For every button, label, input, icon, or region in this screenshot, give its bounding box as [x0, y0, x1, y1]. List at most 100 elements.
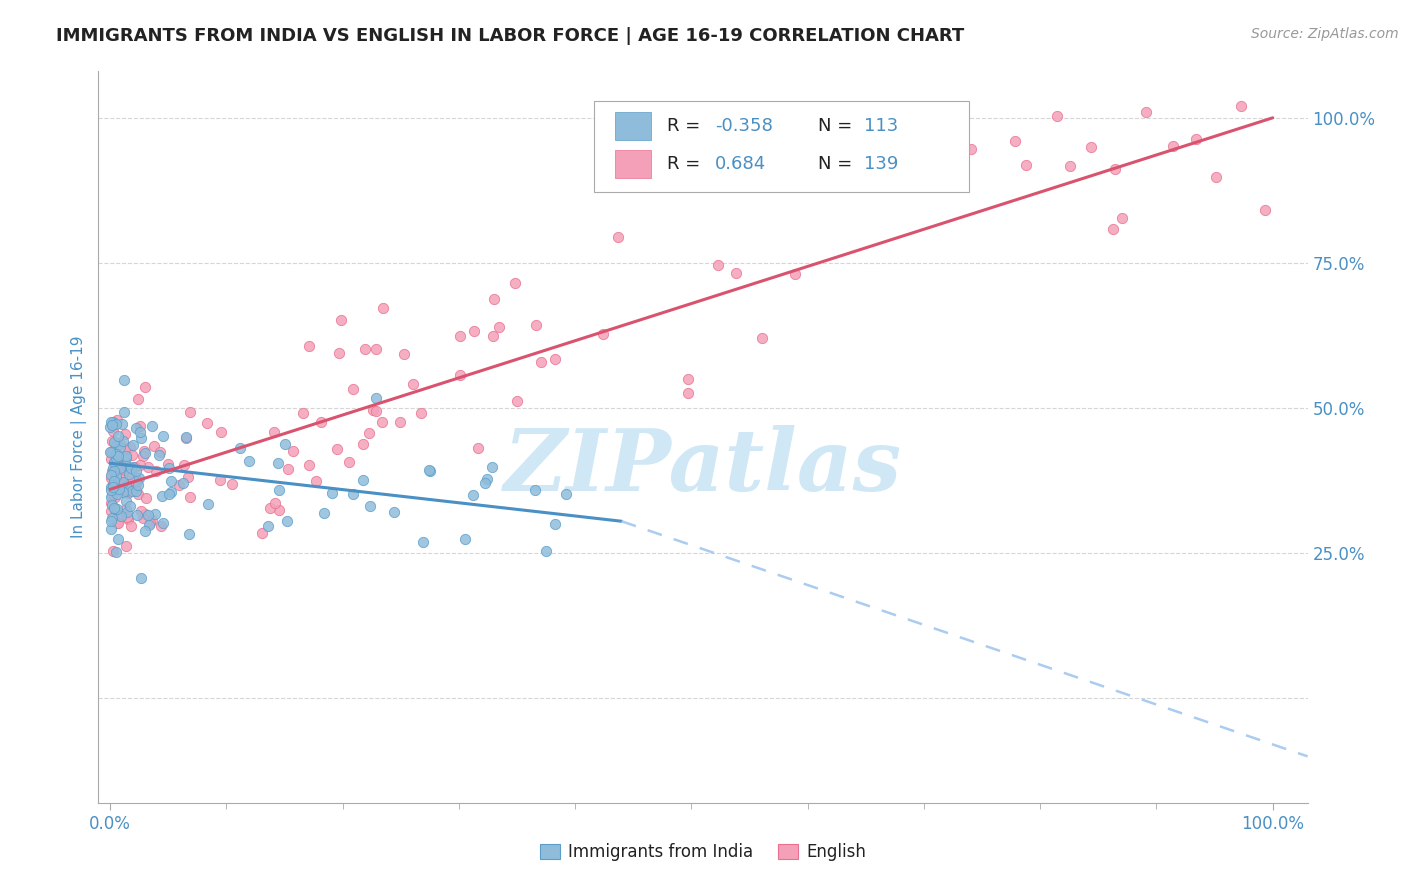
Point [105, 413, 128, 427]
Point [209, 425, 232, 440]
Point [132, 510, 155, 524]
Point [118, 440, 141, 454]
Point [305, 474, 328, 488]
Point [100, 444, 122, 458]
Point [105, 487, 128, 501]
Point [267, 456, 290, 470]
Text: IMMIGRANTS FROM INDIA VS ENGLISH IN LABOR FORCE | AGE 16-19 CORRELATION CHART: IMMIGRANTS FROM INDIA VS ENGLISH IN LABO… [56, 27, 965, 45]
Text: Source: ZipAtlas.com: Source: ZipAtlas.com [1251, 27, 1399, 41]
Point [678, 372, 700, 386]
Point [105, 451, 128, 466]
Point [115, 505, 138, 519]
Point [132, 444, 155, 458]
Point [122, 460, 145, 475]
Point [100, 480, 122, 494]
Point [544, 516, 567, 531]
Point [105, 516, 128, 530]
Point [461, 488, 484, 502]
Bar [614, 112, 651, 140]
Point [107, 509, 129, 524]
Point [157, 461, 180, 475]
Point [101, 544, 124, 558]
Point [1104, 162, 1126, 177]
Point [1184, 132, 1206, 146]
Point [103, 500, 125, 515]
Point [114, 476, 136, 491]
Point [353, 436, 375, 450]
Point [1015, 158, 1038, 172]
Point [309, 415, 332, 429]
Point [127, 478, 149, 492]
Point [1161, 139, 1184, 153]
Point [134, 524, 156, 539]
Point [238, 454, 260, 468]
Point [143, 439, 166, 453]
Point [138, 516, 160, 531]
Point [277, 462, 299, 476]
Point [371, 415, 394, 429]
FancyBboxPatch shape [595, 101, 969, 192]
Point [105, 454, 128, 468]
Point [100, 490, 122, 504]
Point [108, 436, 131, 450]
Point [111, 475, 134, 490]
Point [298, 339, 321, 353]
Point [100, 496, 122, 510]
Point [107, 450, 129, 464]
Point [124, 470, 146, 484]
Point [751, 331, 773, 345]
Point [1101, 222, 1123, 236]
Point [101, 417, 124, 432]
Point [111, 485, 134, 500]
Point [328, 346, 350, 360]
Point [100, 467, 122, 482]
Point [121, 483, 143, 498]
Point [127, 475, 149, 489]
Text: 139: 139 [863, 155, 898, 173]
Point [125, 464, 148, 478]
Point [269, 503, 291, 517]
Point [1059, 159, 1081, 173]
Point [263, 425, 285, 439]
Point [134, 446, 156, 460]
Point [707, 258, 730, 272]
Point [107, 516, 129, 530]
Point [121, 470, 143, 484]
Point [269, 483, 291, 497]
Point [141, 419, 163, 434]
Point [534, 544, 557, 558]
Point [283, 444, 305, 458]
Point [129, 504, 152, 518]
Point [128, 419, 150, 434]
Point [364, 403, 387, 417]
Point [120, 499, 142, 513]
Text: R =: R = [666, 155, 706, 173]
Point [174, 430, 197, 444]
Point [276, 514, 298, 528]
Point [124, 480, 146, 494]
Point [259, 500, 281, 515]
Point [554, 486, 576, 500]
Point [959, 142, 981, 156]
Point [725, 266, 748, 280]
Point [364, 342, 387, 356]
Point [100, 464, 122, 478]
Point [1046, 109, 1069, 123]
Point [101, 498, 124, 512]
Point [101, 417, 124, 432]
Point [100, 419, 122, 434]
Point [145, 464, 167, 478]
Point [103, 435, 125, 450]
Point [103, 479, 125, 493]
Point [359, 425, 381, 440]
Point [382, 505, 405, 519]
Point [107, 449, 129, 463]
Point [172, 476, 194, 491]
Point [329, 313, 352, 327]
Point [104, 447, 127, 461]
Point [352, 473, 374, 487]
Point [105, 469, 128, 483]
Point [371, 301, 394, 316]
Y-axis label: In Labor Force | Age 16-19: In Labor Force | Age 16-19 [72, 335, 87, 539]
Point [412, 535, 434, 549]
